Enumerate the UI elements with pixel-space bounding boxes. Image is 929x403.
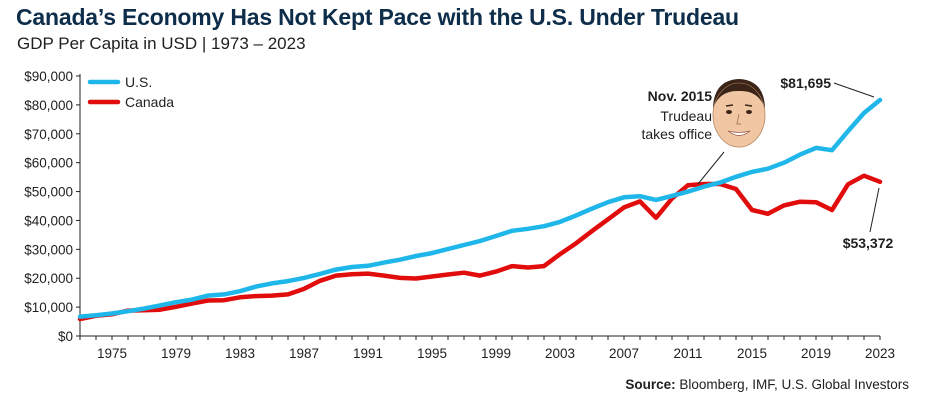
y-tick-label: $50,000: [24, 185, 73, 200]
us-series-line: [77, 97, 883, 319]
y-tick-label: $80,000: [24, 98, 73, 113]
chart-subtitle: GDP Per Capita in USD | 1973 – 2023: [17, 34, 306, 53]
y-tick-label: $10,000: [24, 300, 73, 315]
legend: U.S. Canada: [87, 74, 174, 110]
x-tick-label: 2003: [545, 346, 575, 361]
x-axis: 1975 1979 1983 1987 1991 1995 1999 2003 2007 2011…: [79, 335, 895, 361]
source-note: Source: Bloomberg, IMF, U.S. Global Inve…: [625, 377, 909, 392]
y-tick-label: $60,000: [24, 156, 73, 171]
y-tick-label: $0: [58, 329, 73, 344]
y-tick-label: $30,000: [24, 242, 73, 257]
x-tick-label: 1979: [161, 346, 191, 361]
us-last-value-label: $81,695: [780, 75, 831, 91]
canada-last-value-label: $53,372: [843, 235, 894, 251]
x-tick-label: 2015: [737, 346, 767, 361]
series-layer: [77, 97, 883, 322]
y-axis: $0 $10,000 $20,000 $30,000 $40,000 $50,000 $60…: [24, 69, 81, 344]
x-tick-label: 2011: [673, 346, 702, 361]
y-tick-label: $70,000: [24, 127, 73, 142]
x-tick-label: 1991: [353, 346, 383, 361]
y-tick-label: $40,000: [24, 213, 73, 228]
us-last-value-pointer: [833, 82, 875, 98]
x-tick-label: 1995: [417, 346, 447, 361]
event-pointer-line: [697, 151, 725, 185]
event-line2-label: takes office: [641, 126, 712, 142]
y-tick-label: $20,000: [24, 271, 73, 286]
trudeau-portrait-icon: [712, 79, 766, 148]
x-tick-label: 2007: [609, 346, 639, 361]
x-tick-label: 1999: [481, 346, 511, 361]
source-label: Source:: [625, 377, 676, 392]
event-line1-label: Trudeau: [660, 108, 712, 124]
legend-label-canada: Canada: [125, 94, 174, 110]
chart-title: Canada’s Economy Has Not Kept Pace with …: [16, 4, 739, 30]
x-tick-label: 1975: [97, 346, 127, 361]
x-tick-label: 2019: [801, 346, 831, 361]
y-tick-label: $90,000: [24, 69, 73, 84]
annotations: Nov. 2015 Trudeau takes office $81,695 $53,3…: [641, 75, 893, 251]
canada-last-value-pointer: [869, 187, 880, 233]
event-title-label: Nov. 2015: [648, 88, 713, 104]
x-tick-label: 2023: [865, 346, 895, 361]
legend-label-us: U.S.: [125, 74, 152, 90]
canada-series-line: [77, 173, 883, 322]
x-tick-label: 1983: [225, 346, 255, 361]
x-tick-label: 1987: [289, 346, 319, 361]
source-text: Bloomberg, IMF, U.S. Global Investors: [679, 377, 909, 392]
